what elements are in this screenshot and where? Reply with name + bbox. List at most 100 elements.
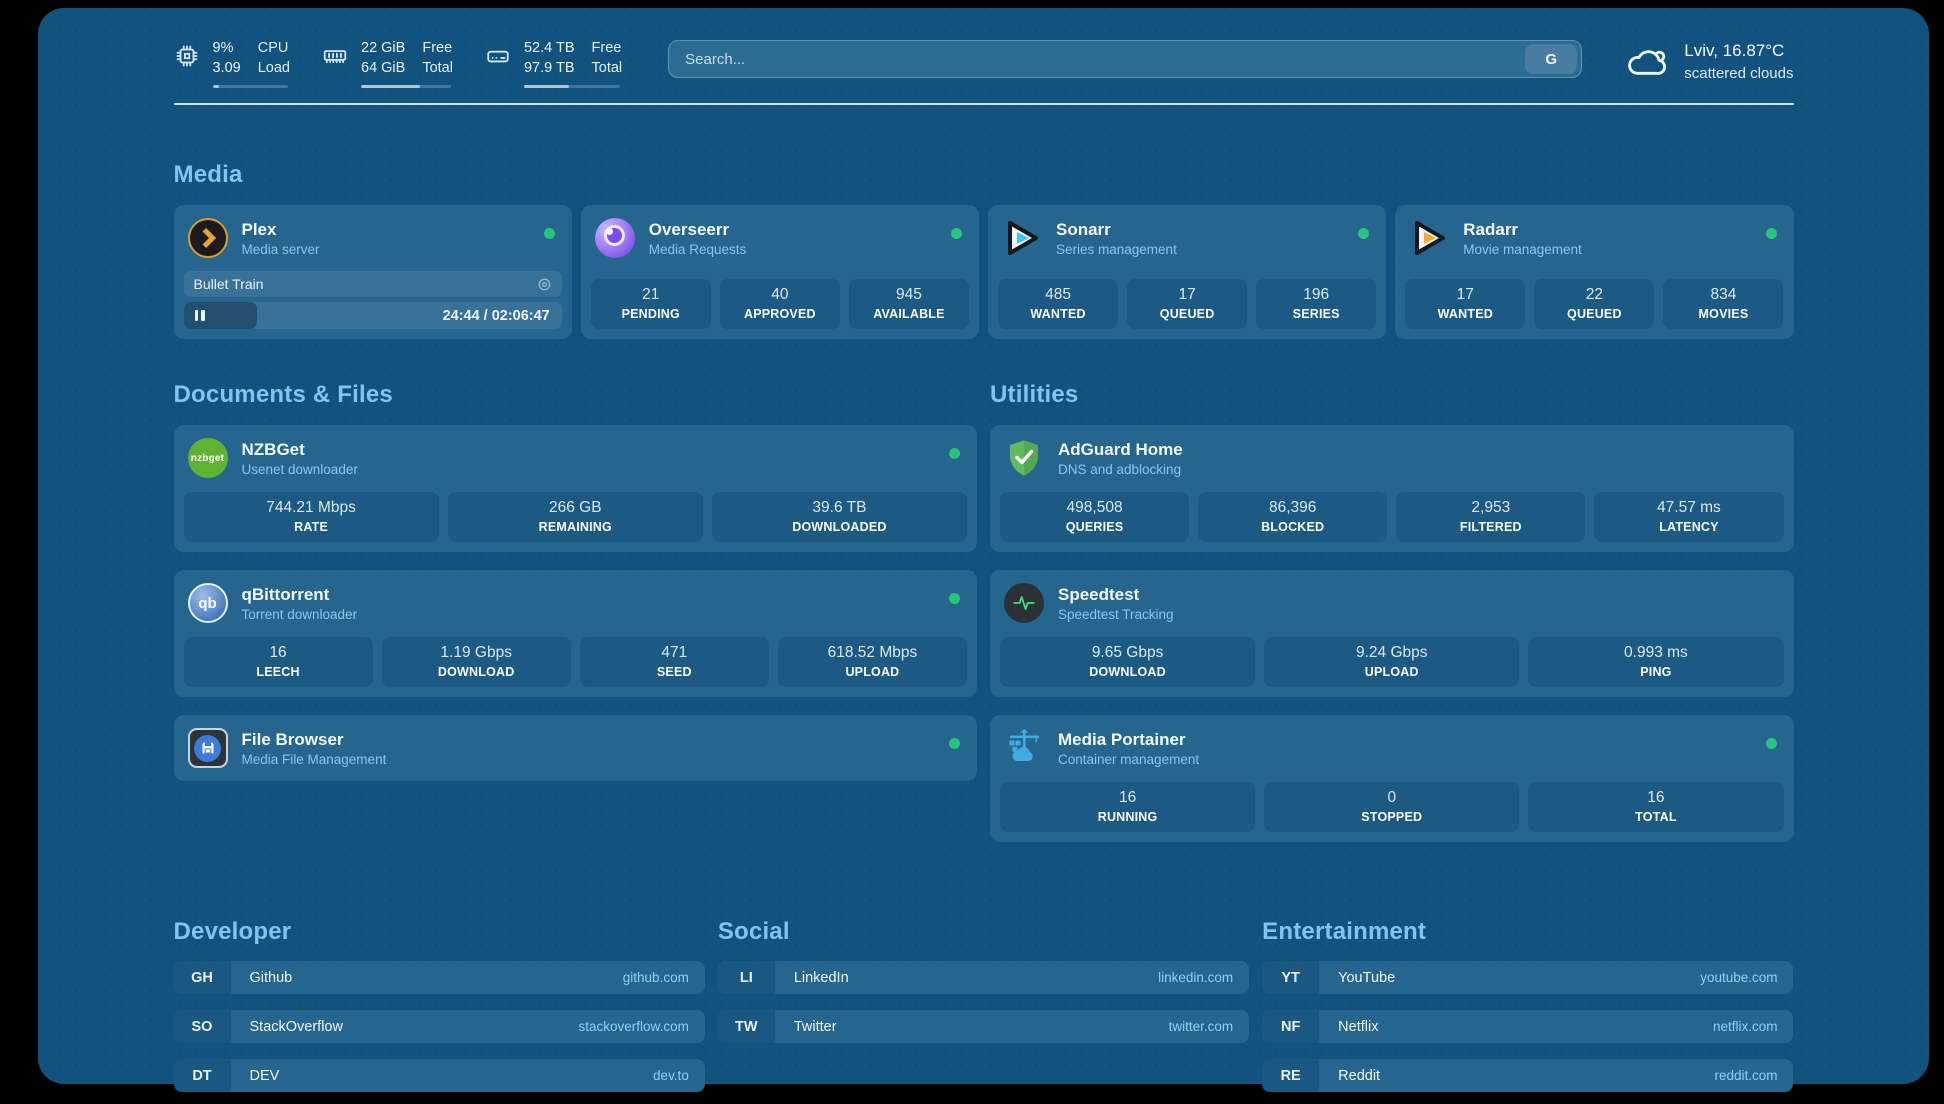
disk-free-value: 52.4 TB: [523, 40, 575, 56]
stat-wanted: 485 WANTED: [998, 279, 1119, 329]
stat-blocked: 86,396 BLOCKED: [1198, 492, 1388, 542]
disk-stat: 52.4 TB 97.9 TB Free Total: [485, 38, 622, 88]
bookmark-netflix[interactable]: NF Netflix netflix.com: [1262, 1010, 1794, 1043]
bookmark-youtube[interactable]: YT YouTube youtube.com: [1262, 961, 1794, 994]
app-description: Series management: [1056, 242, 1177, 258]
status-dot: [949, 738, 960, 749]
app-description: Movie management: [1463, 242, 1582, 258]
bookmark-abbr: SO: [173, 1010, 231, 1043]
stat-upload: 9.24 Gbps UPLOAD: [1264, 637, 1520, 687]
disk-progress-fill: [523, 84, 569, 88]
adguard-icon: [1004, 438, 1044, 478]
status-dot: [1765, 738, 1777, 749]
weather-location-temp: Lviv, 16.87°C: [1684, 41, 1785, 60]
stat-wanted: 17 WANTED: [1405, 279, 1526, 329]
app-card-portainer[interactable]: Media Portainer Container management 16 R…: [990, 715, 1794, 842]
bookmark-name: DEV: [249, 1067, 280, 1084]
cpu-progress-track: [212, 84, 288, 88]
disk-total-value: 97.9 TB: [523, 60, 575, 76]
stat-movies: 834 MOVIES: [1663, 279, 1784, 329]
bookmark-dev[interactable]: DT DEV dev.to: [173, 1059, 705, 1092]
app-name: File Browser: [241, 729, 344, 749]
sonarr-icon: [1002, 218, 1042, 258]
bookmark-url: reddit.com: [1714, 1068, 1778, 1083]
app-card-qbittorrent[interactable]: qb qBittorrent Torrent downloader 16 LEEC…: [173, 570, 977, 697]
plex-icon: [187, 218, 228, 258]
bookmark-name: Netflix: [1338, 1018, 1379, 1035]
app-description: Usenet downloader: [241, 462, 358, 478]
status-dot: [949, 593, 960, 604]
pause-button[interactable]: [194, 310, 205, 321]
bookmark-name: StackOverflow: [249, 1018, 343, 1035]
stat-series: 196 SERIES: [1256, 279, 1377, 329]
stat-remaining: 266 GB REMAINING: [447, 492, 703, 542]
bookmark-abbr: YT: [1262, 961, 1320, 994]
stat-seed: 471 SEED: [579, 637, 769, 687]
stat-available: 945 AVAILABLE: [848, 279, 969, 329]
bookmark-stackoverflow[interactable]: SO StackOverflow stackoverflow.com: [173, 1010, 705, 1043]
app-card-overseerr[interactable]: Overseerr Media Requests 21 PENDING 40 APP…: [580, 205, 979, 339]
stat-queued: 17 QUEUED: [1127, 279, 1248, 329]
bookmark-reddit[interactable]: RE Reddit reddit.com: [1262, 1059, 1794, 1092]
topbar: 9% 3.09 CPU Load: [174, 8, 1794, 88]
app-name: Sonarr: [1056, 219, 1111, 239]
section-title-media: Media: [173, 161, 243, 188]
app-card-sonarr[interactable]: Sonarr Series management 485 WANTED 17 QUE…: [988, 205, 1387, 339]
now-playing-title: Bullet Train: [193, 276, 264, 292]
bookmark-name: Reddit: [1338, 1067, 1381, 1084]
memory-total-value: 64 GiB: [361, 60, 406, 76]
memory-icon: [323, 50, 347, 64]
memory-progress-track: [361, 84, 451, 88]
app-name: Overseerr: [648, 219, 730, 239]
filebrowser-icon: [187, 728, 228, 768]
bookmark-url: netflix.com: [1712, 1019, 1778, 1034]
search-provider-button[interactable]: G: [1525, 44, 1578, 74]
app-card-nzbget[interactable]: nzbget NZBGet Usenet downloader 744.21 M…: [173, 425, 977, 552]
status-dot: [543, 228, 555, 239]
stat-approved: 40 APPROVED: [719, 279, 840, 329]
stat-running: 16 RUNNING: [1000, 782, 1256, 832]
dashboard-panel: 9% 3.09 CPU Load: [38, 8, 1929, 1092]
app-description: Media server: [241, 242, 320, 258]
section-title-developer: Developer: [173, 918, 292, 945]
app-description: Media Requests: [648, 242, 747, 258]
section-title-utilities: Utilities: [990, 381, 1079, 408]
app-card-speedtest[interactable]: Speedtest Speedtest Tracking 9.65 Gbps DO…: [990, 570, 1794, 697]
bookmark-github[interactable]: GH Github github.com: [173, 961, 705, 994]
radarr-icon: [1409, 218, 1449, 258]
stat-download: 1.19 Gbps DOWNLOAD: [381, 637, 571, 687]
stat-downloaded: 39.6 TB DOWNLOADED: [711, 492, 968, 542]
stat-rate: 744.21 Mbps RATE: [183, 492, 439, 542]
cpu-stat: 9% 3.09 CPU Load: [174, 38, 290, 88]
overseerr-icon: [594, 218, 635, 258]
app-card-plex[interactable]: Plex Media server Bullet Train: [173, 205, 572, 339]
cpu-label-top: CPU: [257, 40, 289, 56]
status-dot: [1358, 228, 1370, 239]
section-media: Media Plex Media server: [173, 161, 1794, 339]
bookmark-twitter[interactable]: TW Twitter twitter.com: [717, 1010, 1250, 1043]
bookmarks-entertainment: Entertainment YT YouTube youtube.com NF …: [1262, 918, 1794, 1092]
cpu-progress-fill: [212, 84, 220, 88]
disk-label-top: Free: [591, 40, 622, 56]
app-card-filebrowser[interactable]: File Browser Media File Management: [173, 715, 977, 781]
app-card-adguard[interactable]: AdGuard Home DNS and adblocking 498,508 Q…: [990, 425, 1794, 552]
bookmarks-developer: Developer GH Github github.com SO StackO…: [173, 918, 705, 1092]
bookmark-url: linkedin.com: [1158, 970, 1234, 985]
cpu-usage-value: 9%: [212, 40, 234, 56]
bookmark-name: Github: [249, 969, 293, 986]
bookmark-abbr: TW: [717, 1010, 775, 1043]
memory-progress-fill: [361, 84, 421, 88]
section-utilities: Utilities: [990, 381, 1794, 842]
app-card-radarr[interactable]: Radarr Movie management 17 WANTED 22 QUEUE…: [1395, 205, 1794, 339]
search-input[interactable]: [668, 40, 1583, 78]
app-name: qBittorrent: [241, 584, 330, 604]
app-description: Container management: [1058, 752, 1200, 768]
bookmark-url: github.com: [622, 970, 689, 985]
system-stats: 9% 3.09 CPU Load: [174, 38, 622, 88]
bookmark-linkedin[interactable]: LI LinkedIn linkedin.com: [717, 961, 1250, 994]
cpu-load-value: 3.09: [212, 60, 241, 76]
section-title-documents: Documents & Files: [173, 381, 393, 408]
disk-label-bottom: Total: [591, 60, 623, 76]
bookmark-url: twitter.com: [1168, 1019, 1234, 1034]
app-name: Radarr: [1463, 219, 1519, 239]
